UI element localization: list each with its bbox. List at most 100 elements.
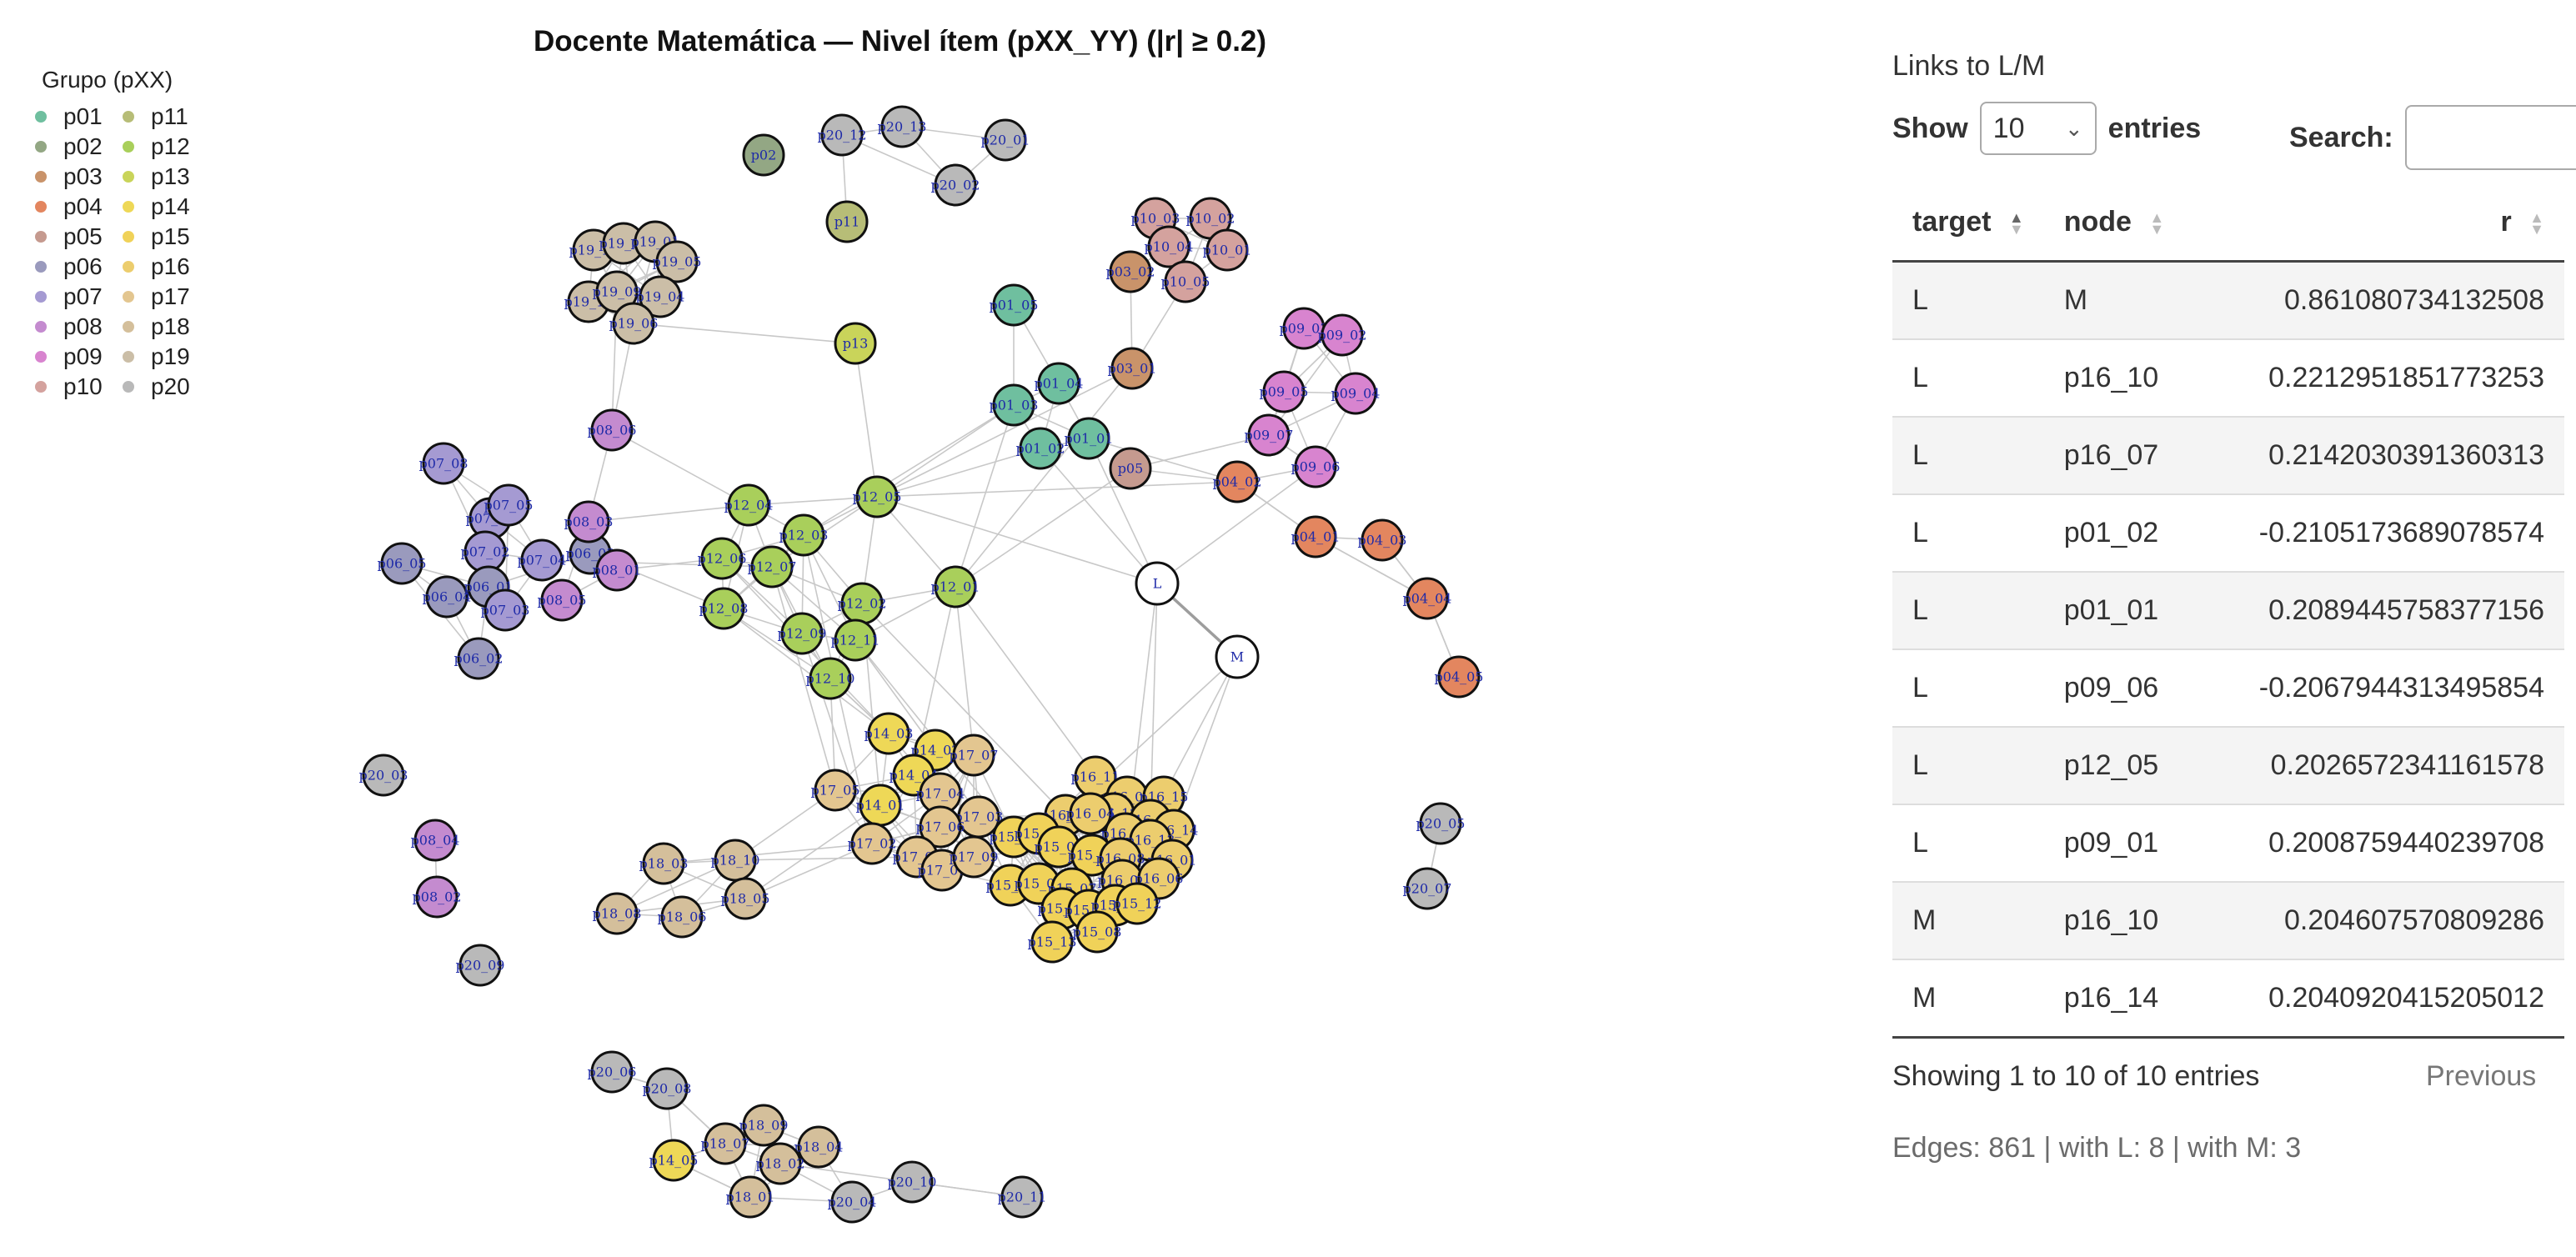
- node-circle[interactable]: [855, 475, 899, 518]
- node-circle[interactable]: [1437, 655, 1481, 699]
- node-circle[interactable]: [724, 877, 767, 920]
- node-p18_03[interactable]: p18_03: [639, 842, 689, 885]
- node-p18_08[interactable]: p18_08: [593, 892, 642, 935]
- node-circle[interactable]: [934, 163, 977, 207]
- node-circle[interactable]: [590, 408, 634, 452]
- node-p08_06[interactable]: p08_06: [588, 408, 637, 452]
- node-circle[interactable]: [413, 819, 457, 862]
- node-p20_03[interactable]: p20_03: [359, 754, 408, 797]
- node-p03_02[interactable]: p03_02: [1106, 250, 1155, 293]
- node-p14_05[interactable]: p14_05: [649, 1139, 699, 1182]
- node-circle[interactable]: [1069, 792, 1112, 835]
- node-p12_01[interactable]: p12_01: [931, 565, 980, 608]
- node-p07_02[interactable]: p07_02: [461, 530, 510, 573]
- node-circle[interactable]: [1164, 260, 1207, 303]
- node-circle[interactable]: [1110, 347, 1154, 390]
- node-circle[interactable]: [415, 875, 459, 919]
- node-p18_06[interactable]: p18_06: [658, 895, 707, 939]
- node-p20_13[interactable]: p20_13: [878, 105, 927, 148]
- node-circle[interactable]: [742, 133, 785, 177]
- node-circle[interactable]: [612, 302, 655, 345]
- node-p07_08[interactable]: p07_08: [419, 442, 469, 485]
- node-circle[interactable]: [984, 118, 1027, 162]
- node-circle[interactable]: [425, 575, 469, 618]
- node-p09_03[interactable]: p09_03: [1280, 307, 1329, 350]
- node-circle[interactable]: [759, 1142, 802, 1185]
- node-circle[interactable]: [457, 637, 500, 680]
- node-p09_04[interactable]: p09_04: [1331, 372, 1381, 415]
- node-circle[interactable]: [1294, 445, 1337, 488]
- node-circle[interactable]: [834, 618, 877, 662]
- node-circle[interactable]: [880, 105, 924, 148]
- search-input[interactable]: [2404, 105, 2576, 170]
- column-header-r[interactable]: r ▲ ▼: [2192, 183, 2564, 263]
- node-p12_09[interactable]: p12_09: [778, 612, 827, 655]
- node-p18_02[interactable]: p18_02: [756, 1142, 805, 1185]
- node-circle[interactable]: [595, 548, 639, 592]
- node-p12_04[interactable]: p12_04: [724, 483, 774, 527]
- node-circle[interactable]: [1109, 447, 1152, 490]
- node-circle[interactable]: [464, 530, 507, 573]
- node-circle[interactable]: [704, 1122, 747, 1165]
- node-circle[interactable]: [814, 769, 857, 812]
- node-circle[interactable]: [1109, 250, 1152, 293]
- node-circle[interactable]: [742, 1104, 785, 1147]
- node-circle[interactable]: [729, 1175, 772, 1219]
- node-circle[interactable]: [830, 1180, 874, 1224]
- node-circle[interactable]: [952, 734, 995, 777]
- node-p06_02[interactable]: p06_02: [454, 637, 504, 680]
- node-p04_03[interactable]: p04_03: [1358, 518, 1407, 562]
- node-p18_09[interactable]: p18_09: [739, 1104, 789, 1147]
- node-circle[interactable]: [1147, 225, 1190, 268]
- node-circle[interactable]: [820, 113, 864, 157]
- node-p05[interactable]: p05: [1109, 447, 1152, 490]
- node-p20_06[interactable]: p20_06: [588, 1050, 637, 1094]
- node-circle[interactable]: [834, 322, 877, 365]
- node-circle[interactable]: [890, 1160, 934, 1204]
- node-circle[interactable]: [1361, 518, 1404, 562]
- node-circle[interactable]: [1135, 561, 1180, 606]
- node-circle[interactable]: [727, 483, 770, 527]
- node-circle[interactable]: [825, 200, 869, 243]
- node-circle[interactable]: [1067, 417, 1110, 460]
- node-p08_05[interactable]: p08_05: [538, 578, 587, 622]
- node-p18_10[interactable]: p18_10: [711, 839, 760, 882]
- node-circle[interactable]: [934, 565, 977, 608]
- node-circle[interactable]: [700, 537, 744, 580]
- node-circle[interactable]: [1406, 577, 1449, 620]
- column-header-node[interactable]: node ▲ ▼: [2043, 183, 2193, 263]
- node-circle[interactable]: [1115, 882, 1159, 925]
- node-circle[interactable]: [714, 839, 757, 882]
- node-p08_04[interactable]: p08_04: [411, 819, 460, 862]
- node-circle[interactable]: [702, 587, 745, 630]
- node-circle[interactable]: [1282, 307, 1326, 350]
- entries-select[interactable]: 10 ⌄: [1979, 102, 2097, 155]
- node-p17_07[interactable]: p17_07: [950, 734, 999, 777]
- node-circle[interactable]: [840, 582, 884, 625]
- node-circle[interactable]: [1247, 413, 1291, 457]
- node-circle[interactable]: [590, 1050, 634, 1094]
- node-p09_07[interactable]: p09_07: [1245, 413, 1294, 457]
- node-p20_07[interactable]: p20_07: [1403, 867, 1452, 910]
- node-p18_04[interactable]: p18_04: [794, 1125, 844, 1169]
- node-circle[interactable]: [639, 275, 682, 318]
- node-circle[interactable]: [520, 538, 564, 582]
- node-circle[interactable]: [1019, 427, 1062, 470]
- node-circle[interactable]: [992, 383, 1035, 427]
- node-p12_05[interactable]: p12_05: [853, 475, 902, 518]
- node-circle[interactable]: [1215, 460, 1259, 503]
- node-p18_07[interactable]: p18_07: [701, 1122, 750, 1165]
- node-circle[interactable]: [1321, 313, 1364, 357]
- node-p18_05[interactable]: p18_05: [721, 877, 770, 920]
- node-p20_08[interactable]: p20_08: [643, 1067, 692, 1110]
- node-p13[interactable]: p13: [834, 322, 877, 365]
- column-header-target[interactable]: target ▲ ▼: [1892, 183, 2044, 263]
- node-circle[interactable]: [660, 895, 704, 939]
- node-circle[interactable]: [1000, 1175, 1044, 1219]
- node-circle[interactable]: [362, 754, 405, 797]
